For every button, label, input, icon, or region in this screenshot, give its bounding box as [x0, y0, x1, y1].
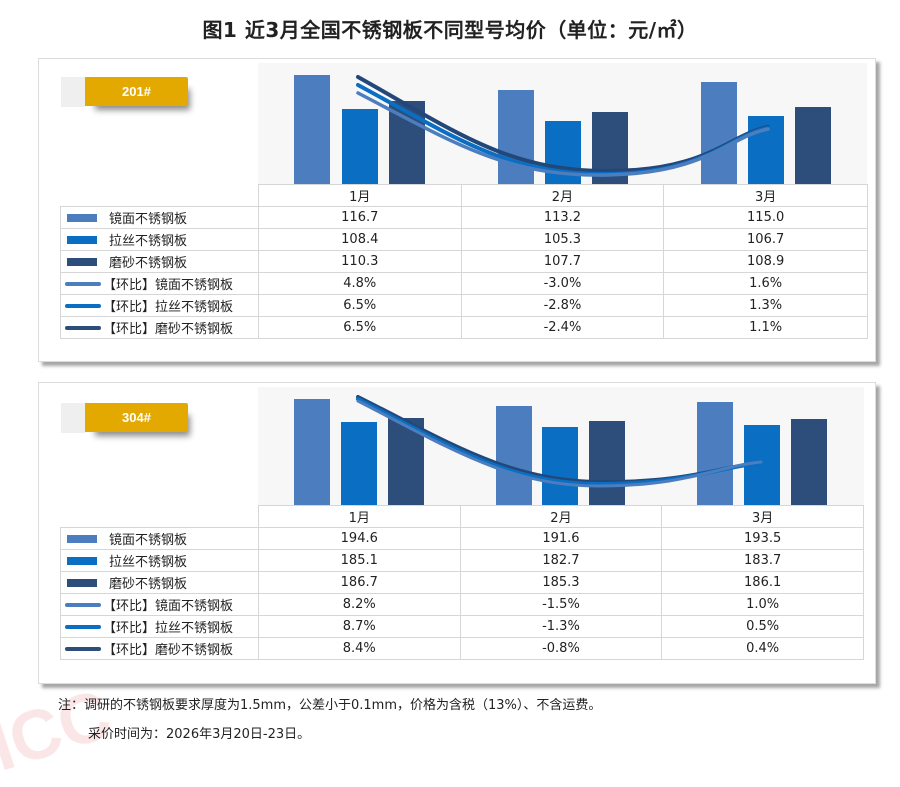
bar-mirror-m1 — [294, 75, 330, 184]
line-mom-brushed — [356, 83, 770, 177]
table-row: 镜面不锈钢板 194.6 191.6 193.5 — [60, 527, 864, 550]
bar-mirror-m1 — [294, 399, 330, 505]
table-row: 【环比】镜面不锈钢板 4.8% -3.0% 1.6% — [60, 272, 868, 295]
bar-brushed-m2 — [542, 427, 578, 505]
col-header: 2月 — [459, 505, 663, 528]
panel-304: 304# 1月 2月 3月 镜面不锈钢板 194.6 191.6 193.5 — [38, 382, 876, 684]
chart-title: 图1 近3月全国不锈钢板不同型号均价（单位：元/㎡） — [202, 18, 698, 42]
legend-bar-swatch-icon — [67, 578, 97, 587]
col-header: 2月 — [460, 184, 665, 207]
table-row: 【环比】镜面不锈钢板 8.2% -1.5% 1.0% — [60, 593, 864, 616]
bar-mirror-m3 — [701, 82, 737, 184]
col-header: 3月 — [661, 505, 864, 528]
bar-brushed-m1 — [342, 109, 378, 184]
bar-mirror-m3 — [697, 402, 733, 505]
bar-frosted-m1 — [389, 101, 425, 184]
legend-line-swatch-icon — [65, 646, 101, 651]
col-header: 3月 — [663, 184, 868, 207]
legend-line-swatch-icon — [65, 303, 101, 308]
table-row: 【环比】拉丝不锈钢板 8.7% -1.3% 0.5% — [60, 615, 864, 638]
line-mom-mirror — [356, 91, 770, 177]
legend-bar-swatch-icon — [67, 534, 97, 543]
table-row: 【环比】磨砂不锈钢板 6.5% -2.4% 1.1% — [60, 316, 868, 339]
table-row: 镜面不锈钢板 116.7 113.2 115.0 — [60, 206, 868, 229]
legend-bar-swatch-icon — [67, 257, 97, 266]
bar-frosted-m3 — [791, 419, 827, 505]
table-row: 【环比】磨砂不锈钢板 8.4% -0.8% 0.4% — [60, 637, 864, 660]
bar-frosted-m2 — [589, 421, 625, 505]
data-table: 1月 2月 3月 镜面不锈钢板 194.6 191.6 193.5 拉丝不锈钢板… — [60, 505, 864, 660]
mom-lines — [356, 395, 763, 488]
grade-tag: 201# — [85, 77, 188, 106]
legend-line-swatch-icon — [65, 281, 101, 286]
legend-line-swatch-icon — [65, 602, 101, 607]
table-row: 拉丝不锈钢板 185.1 182.7 183.7 — [60, 549, 864, 572]
panel-201: 201# 1月 2月 3月 镜面不锈钢板 116.7 113.2 115.0 — [38, 58, 876, 362]
col-header: 1月 — [257, 184, 462, 207]
legend-bar-swatch-icon — [67, 556, 97, 565]
line-mom-brushed — [356, 397, 763, 487]
footnote-line-1: 注：调研的不锈钢板要求厚度为1.5mm，公差小于0.1mm，价格为含税（13%）… — [58, 698, 602, 713]
data-table: 1月 2月 3月 镜面不锈钢板 116.7 113.2 115.0 拉丝不锈钢板… — [60, 184, 868, 339]
bar-mirror-m2 — [496, 406, 532, 505]
footnote-line-2: 采价时间为：2026年3月20日-23日。 — [88, 727, 311, 742]
plot-area — [258, 63, 867, 184]
legend-line-swatch-icon — [65, 325, 101, 330]
table-row: 磨砂不锈钢板 186.7 185.3 186.1 — [60, 571, 864, 594]
tag-shade — [61, 403, 85, 433]
bar-frosted-m3 — [795, 107, 831, 184]
mom-lines — [356, 75, 770, 177]
table-row: 【环比】拉丝不锈钢板 6.5% -2.8% 1.3% — [60, 294, 868, 317]
bar-brushed-m1 — [341, 422, 377, 505]
col-header: 1月 — [257, 505, 461, 528]
legend-bar-swatch-icon — [67, 235, 97, 244]
table-row: 磨砂不锈钢板 110.3 107.7 108.9 — [60, 250, 868, 273]
legend-bar-swatch-icon — [67, 213, 97, 222]
tag-shade — [61, 77, 85, 107]
grade-tag: 304# — [85, 403, 188, 432]
plot-area — [258, 387, 864, 505]
legend-line-swatch-icon — [65, 624, 101, 629]
line-mom-mirror — [356, 399, 763, 488]
table-row: 拉丝不锈钢板 108.4 105.3 106.7 — [60, 228, 868, 251]
line-mom-frosted — [356, 395, 763, 485]
